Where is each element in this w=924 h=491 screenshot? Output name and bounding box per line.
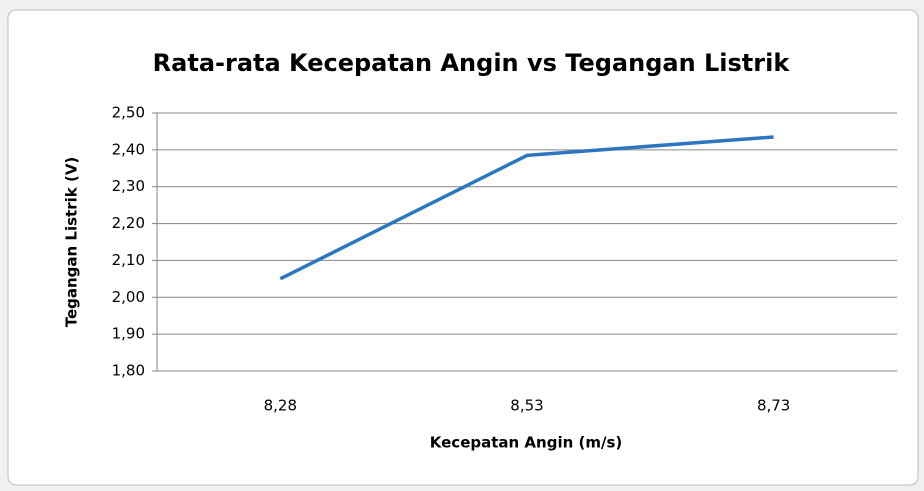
y-tick-label: 2,30 (112, 177, 145, 195)
y-tick-label: 2,20 (112, 214, 145, 232)
x-tick-label: 8,28 (264, 397, 297, 415)
series-line (279, 135, 774, 281)
y-tick-label: 1,90 (112, 325, 145, 343)
y-axis-label: Tegangan Listrik (V) (63, 157, 81, 328)
chart-frame (7, 9, 919, 486)
y-tick-label: 2,40 (112, 140, 145, 158)
y-tick-label: 2,10 (112, 251, 145, 269)
x-tick-label: 8,53 (510, 397, 543, 415)
y-tick-label: 2,00 (112, 288, 145, 306)
x-axis-label: Kecepatan Angin (m/s) (430, 434, 622, 452)
y-tick-label: 2,50 (112, 104, 145, 122)
y-tick-label: 1,80 (112, 362, 145, 380)
x-tick-label: 8,73 (757, 397, 790, 415)
chart-title: Rata-rata Kecepatan Angin vs Tegangan Li… (153, 49, 791, 77)
